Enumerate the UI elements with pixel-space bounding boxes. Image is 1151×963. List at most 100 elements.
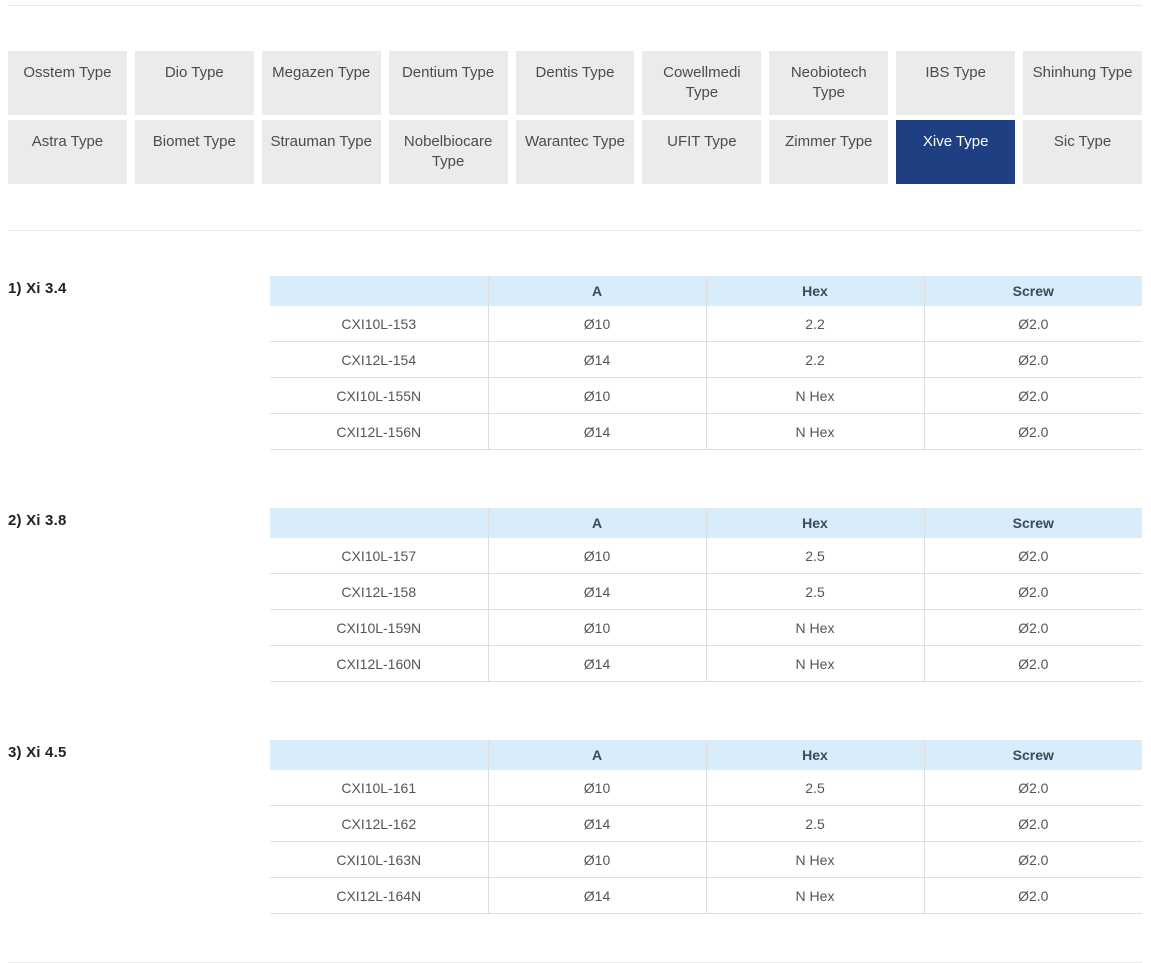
col-header-screw: Screw <box>923 276 1142 306</box>
section-heading: 3) Xi 4.5 <box>8 744 67 761</box>
table-cell: CXI12L-158 <box>270 573 488 610</box>
table-cell: Ø2.0 <box>923 877 1142 914</box>
col-header-model <box>270 508 488 538</box>
type-tab-megazen-type[interactable]: Megazen Type <box>261 51 381 115</box>
table-cell: Ø10 <box>487 538 706 574</box>
table-cell: Ø2.0 <box>923 645 1142 682</box>
table-row: CXI12L-160N Ø14 N Hex Ø2.0 <box>270 645 1142 682</box>
table-cell: Ø2.0 <box>923 413 1142 450</box>
type-tabs: Osstem Type Dio Type Megazen Type Dentium T… <box>8 51 1142 184</box>
catalog-sections: 1) Xi 3.4 A Hex Screw CXI10L-153 Ø10 2.2 Ø2… <box>0 276 1151 914</box>
section-heading: 2) Xi 3.8 <box>8 512 67 529</box>
section-xi-4-5: 3) Xi 4.5 A Hex Screw CXI10L-161 Ø10 2.5 Ø2… <box>0 740 1151 914</box>
col-header-a: A <box>487 508 706 538</box>
spec-table-wrap: A Hex Screw CXI10L-161 Ø10 2.5 Ø2.0 CXI12L-1… <box>270 740 1142 914</box>
table-cell: Ø10 <box>487 770 706 806</box>
col-header-model <box>270 740 488 770</box>
table-cell: 2.2 <box>705 341 924 378</box>
table-row: CXI12L-162 Ø14 2.5 Ø2.0 <box>270 805 1142 842</box>
table-cell: N Hex <box>705 413 924 450</box>
col-header-model <box>270 276 488 306</box>
type-tab-nobelbiocare-type[interactable]: Nobelbiocare Type <box>388 120 508 184</box>
table-cell: Ø2.0 <box>923 770 1142 806</box>
type-tab-shinhung-type[interactable]: Shinhung Type <box>1023 51 1142 115</box>
table-row: CXI10L-161 Ø10 2.5 Ø2.0 <box>270 770 1142 806</box>
table-cell: Ø2.0 <box>923 841 1142 878</box>
section-xi-3-4: 1) Xi 3.4 A Hex Screw CXI10L-153 Ø10 2.2 Ø2… <box>0 276 1151 450</box>
table-cell: CXI12L-162 <box>270 805 488 842</box>
type-tab-cowellmedi-type[interactable]: Cowellmedi Type <box>642 51 762 115</box>
table-cell: CXI10L-157 <box>270 538 488 574</box>
table-row: CXI10L-163N Ø10 N Hex Ø2.0 <box>270 841 1142 878</box>
table-cell: Ø14 <box>487 573 706 610</box>
table-cell: CXI12L-154 <box>270 341 488 378</box>
table-cell: CXI12L-164N <box>270 877 488 914</box>
table-cell: CXI10L-161 <box>270 770 488 806</box>
table-cell: CXI10L-155N <box>270 377 488 414</box>
table-cell: Ø2.0 <box>923 538 1142 574</box>
col-header-screw: Screw <box>923 508 1142 538</box>
table-row: CXI12L-156N Ø14 N Hex Ø2.0 <box>270 413 1142 450</box>
section-heading: 1) Xi 3.4 <box>8 280 67 297</box>
type-tab-neobiotech-type[interactable]: Neobiotech Type <box>769 51 889 115</box>
spec-table-wrap: A Hex Screw CXI10L-157 Ø10 2.5 Ø2.0 CXI12L-1… <box>270 508 1142 682</box>
table-cell: Ø10 <box>487 609 706 646</box>
col-header-hex: Hex <box>705 740 924 770</box>
table-cell: 2.2 <box>705 306 924 342</box>
type-tab-warantec-type[interactable]: Warantec Type <box>515 120 635 184</box>
table-cell: Ø10 <box>487 377 706 414</box>
table-cell: Ø2.0 <box>923 609 1142 646</box>
table-cell: 2.5 <box>705 770 924 806</box>
table-cell: Ø2.0 <box>923 573 1142 610</box>
table-row: CXI10L-153 Ø10 2.2 Ø2.0 <box>270 306 1142 342</box>
table-cell: N Hex <box>705 377 924 414</box>
type-tab-dentium-type[interactable]: Dentium Type <box>388 51 508 115</box>
table-header-row: A Hex Screw <box>270 508 1142 538</box>
type-tab-zimmer-type[interactable]: Zimmer Type <box>769 120 889 184</box>
table-cell: Ø14 <box>487 341 706 378</box>
table-cell: 2.5 <box>705 573 924 610</box>
type-tab-dio-type[interactable]: Dio Type <box>134 51 254 115</box>
table-cell: Ø14 <box>487 413 706 450</box>
table-cell: 2.5 <box>705 805 924 842</box>
top-divider <box>8 5 1142 6</box>
table-cell: 2.5 <box>705 538 924 574</box>
table-cell: CXI10L-153 <box>270 306 488 342</box>
type-tab-xive-type[interactable]: Xive Type <box>896 120 1016 184</box>
type-tab-ibs-type[interactable]: IBS Type <box>896 51 1016 115</box>
type-tab-strauman-type[interactable]: Strauman Type <box>261 120 381 184</box>
col-header-a: A <box>487 740 706 770</box>
type-tab-osstem-type[interactable]: Osstem Type <box>8 51 127 115</box>
table-cell: N Hex <box>705 841 924 878</box>
spec-table: A Hex Screw CXI10L-153 Ø10 2.2 Ø2.0 CXI12L-1… <box>270 276 1142 450</box>
table-row: CXI12L-158 Ø14 2.5 Ø2.0 <box>270 573 1142 610</box>
spec-table-wrap: A Hex Screw CXI10L-153 Ø10 2.2 Ø2.0 CXI12L-1… <box>270 276 1142 450</box>
content-divider <box>8 230 1142 231</box>
type-tab-astra-type[interactable]: Astra Type <box>8 120 127 184</box>
col-header-a: A <box>487 276 706 306</box>
table-cell: CXI12L-156N <box>270 413 488 450</box>
col-header-hex: Hex <box>705 508 924 538</box>
table-row: CXI12L-164N Ø14 N Hex Ø2.0 <box>270 877 1142 914</box>
section-xi-3-8: 2) Xi 3.8 A Hex Screw CXI10L-157 Ø10 2.5 Ø2… <box>0 508 1151 682</box>
table-row: CXI10L-159N Ø10 N Hex Ø2.0 <box>270 609 1142 646</box>
type-tab-dentis-type[interactable]: Dentis Type <box>515 51 635 115</box>
spec-table: A Hex Screw CXI10L-161 Ø10 2.5 Ø2.0 CXI12L-1… <box>270 740 1142 914</box>
table-cell: CXI10L-159N <box>270 609 488 646</box>
table-header-row: A Hex Screw <box>270 740 1142 770</box>
type-tab-sic-type[interactable]: Sic Type <box>1023 120 1142 184</box>
table-cell: Ø14 <box>487 805 706 842</box>
table-cell: Ø10 <box>487 841 706 878</box>
table-cell: N Hex <box>705 609 924 646</box>
type-tab-ufit-type[interactable]: UFIT Type <box>642 120 762 184</box>
table-cell: Ø14 <box>487 877 706 914</box>
table-row: CXI10L-157 Ø10 2.5 Ø2.0 <box>270 538 1142 574</box>
type-tab-biomet-type[interactable]: Biomet Type <box>134 120 254 184</box>
table-cell: Ø2.0 <box>923 306 1142 342</box>
table-cell: CXI12L-160N <box>270 645 488 682</box>
table-cell: N Hex <box>705 645 924 682</box>
col-header-screw: Screw <box>923 740 1142 770</box>
table-cell: CXI10L-163N <box>270 841 488 878</box>
col-header-hex: Hex <box>705 276 924 306</box>
table-cell: Ø2.0 <box>923 377 1142 414</box>
